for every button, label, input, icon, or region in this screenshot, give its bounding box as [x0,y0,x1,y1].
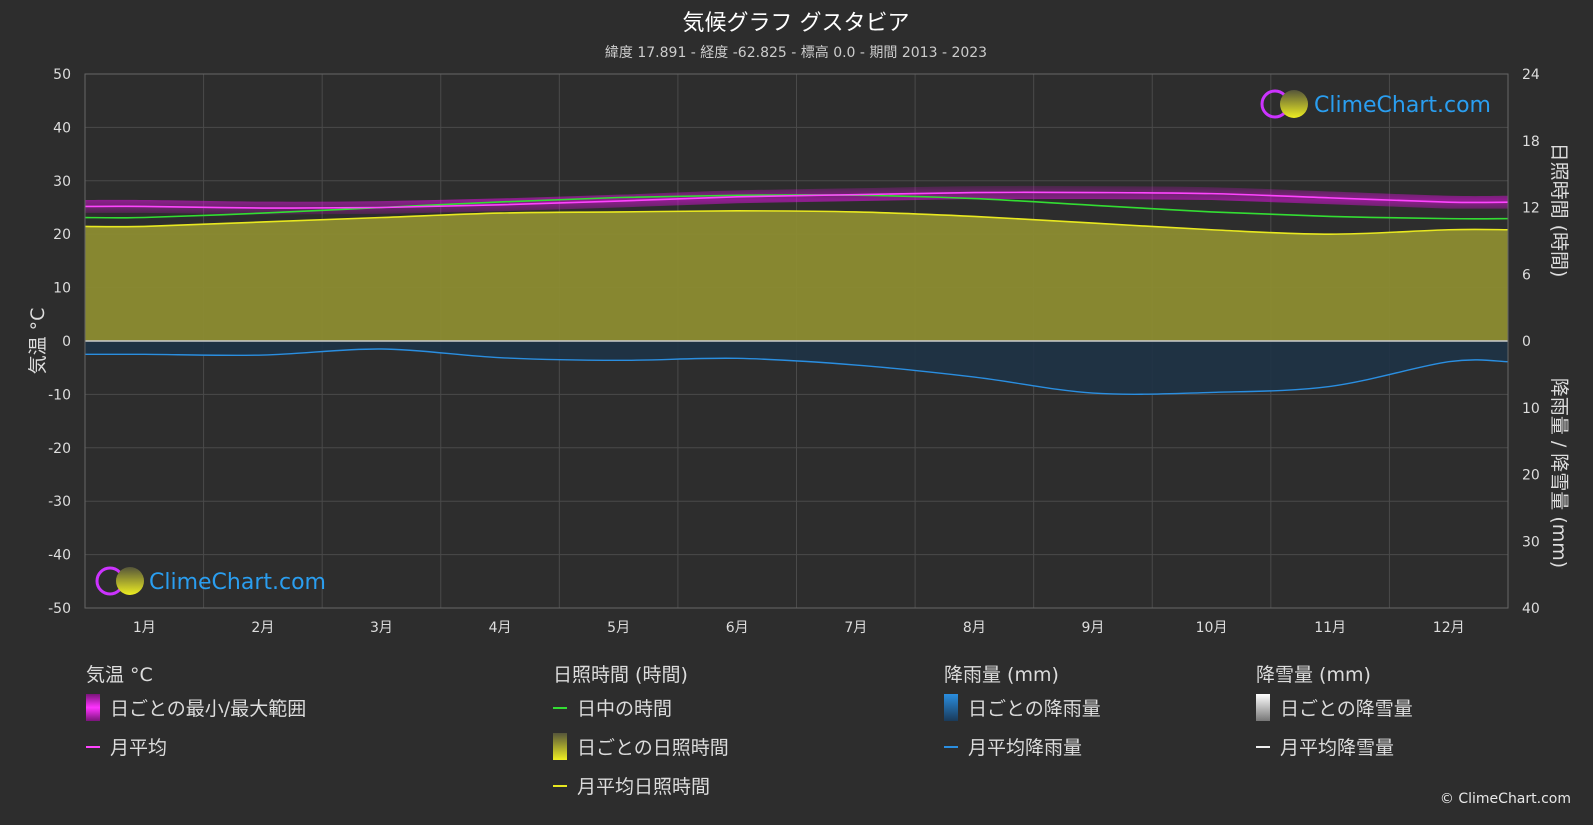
legend-snow: 降雪量 (mm) 日ごとの降雪量 月平均降雪量 [1256,660,1413,772]
legend-temperature: 気温 °C 日ごとの最小/最大範囲 月平均 [86,660,306,772]
chart-subtitle: 緯度 17.891 - 経度 -62.825 - 標高 0.0 - 期間 201… [605,44,987,61]
y-right-top-tick-label: 18 [1522,134,1540,150]
swatch-box [1256,694,1270,721]
x-tick-label: 1月 [133,620,156,636]
y-right-top-label: 日照時間 (時間) [1548,143,1570,278]
y-left-tick-label: -30 [48,494,71,510]
legend-title: 降雪量 (mm) [1256,664,1371,686]
y-left-tick-label: 20 [53,227,71,243]
swatch-line [553,706,567,709]
swatch-box [553,733,567,760]
legend-label: 月平均日照時間 [577,776,711,798]
y-right-top-tick-label: 0 [1522,334,1531,350]
y-left-tick-label: -40 [48,548,71,564]
watermark-text: ClimeChart.com [1314,93,1491,118]
watermark-top: ClimeChart.com [1260,89,1491,119]
plot-frame [84,73,1509,609]
rain-area [85,341,1508,395]
legend-item: 日ごとの日照時間 [553,733,729,760]
x-tick-label: 12月 [1433,620,1465,636]
legend-label: 月平均降雨量 [968,737,1083,759]
legend-item: 月平均 [86,733,306,760]
legend-item: 日中の時間 [553,694,729,721]
chart-title: 気候グラフ グスタビア [683,11,910,36]
rainfall-mean-line [84,348,1509,395]
watermark-bottom: ClimeChart.com [95,566,326,596]
legend-title: 日照時間 (時間) [553,664,688,686]
legend-label: 日ごとの降雪量 [1280,698,1413,720]
y-left-tick-label: -50 [48,601,71,617]
swatch-line [1256,745,1270,748]
legend-item: 月平均降雪量 [1256,733,1413,760]
climate-chart: 気候グラフ グスタビア 緯度 17.891 - 経度 -62.825 - 標高 … [27,11,1570,636]
legend-item: 月平均日照時間 [553,772,729,799]
legend-label: 日ごとの最小/最大範囲 [110,698,307,720]
legend-label: 日ごとの日照時間 [577,737,729,759]
x-tick-label: 6月 [726,620,749,636]
copyright: © ClimeChart.com [1439,791,1571,807]
legend-label: 日ごとの降雨量 [968,698,1101,720]
watermark-text: ClimeChart.com [149,570,326,595]
y-left-tick-label: 10 [53,281,71,297]
x-tick-label: 9月 [1081,620,1104,636]
y-right-bottom-tick-label: 30 [1522,534,1540,550]
x-tick-label: 7月 [844,620,867,636]
y-left-tick-label: 40 [53,120,71,136]
temperature-mean-line [84,191,1509,209]
y-right-top-tick-label: 24 [1522,67,1540,83]
y-left-tick-label: 50 [53,67,71,83]
x-tick-label: 5月 [607,620,630,636]
x-tick-label: 11月 [1314,620,1346,636]
plot-area: 50 40 30 20 10 0 -10 -20 -30 -40 -50 24 18 12 6 0 10 20 30… [48,67,1540,636]
x-tick-label: 2月 [251,620,274,636]
y-right-bottom-tick-label: 40 [1522,601,1540,617]
y-right-bottom-label: 降雨量 / 降雪量 (mm) [1548,378,1570,568]
swatch-box [944,694,958,721]
legend-label: 月平均 [110,737,168,759]
legend-item: 月平均降雨量 [944,733,1101,760]
y-left-tick-label: 0 [62,334,71,350]
y-left-tick-label: -10 [48,387,71,403]
legend-item: 日ごとの降雨量 [944,694,1101,721]
x-tick-label: 10月 [1196,620,1228,636]
y-right-top-tick-label: 6 [1522,267,1531,283]
legend-sunshine: 日照時間 (時間) 日中の時間 日ごとの日照時間 月平均日照時間 [553,660,729,811]
swatch-line [86,745,100,748]
legend-rain: 降雨量 (mm) 日ごとの降雨量 月平均降雨量 [944,660,1101,772]
swatch-box [86,694,100,721]
logo-sun-icon [1280,90,1308,118]
y-right-bottom-tick-label: 10 [1522,401,1540,417]
logo-sun-icon [116,567,144,595]
sunshine-hours-line [84,210,1509,236]
legend-title: 気温 °C [86,664,153,686]
legend-title: 降雨量 (mm) [944,664,1059,686]
legend-label: 日中の時間 [577,698,673,720]
sunshine-area [85,210,1508,341]
y-left-tick-label: -20 [48,441,71,457]
legend-label: 月平均降雪量 [1280,737,1395,759]
legend-item: 日ごとの最小/最大範囲 [86,694,306,721]
x-tick-label: 3月 [370,620,393,636]
y-right-top-tick-label: 12 [1522,201,1540,217]
y-left-tick-label: 30 [53,174,71,190]
y-left-label: 気温 °C [27,308,49,375]
legend-item: 日ごとの降雪量 [1256,694,1413,721]
x-tick-label: 4月 [489,620,512,636]
y-right-bottom-tick-label: 20 [1522,468,1540,484]
swatch-line [944,745,958,748]
x-tick-label: 8月 [963,620,986,636]
swatch-line [553,784,567,787]
